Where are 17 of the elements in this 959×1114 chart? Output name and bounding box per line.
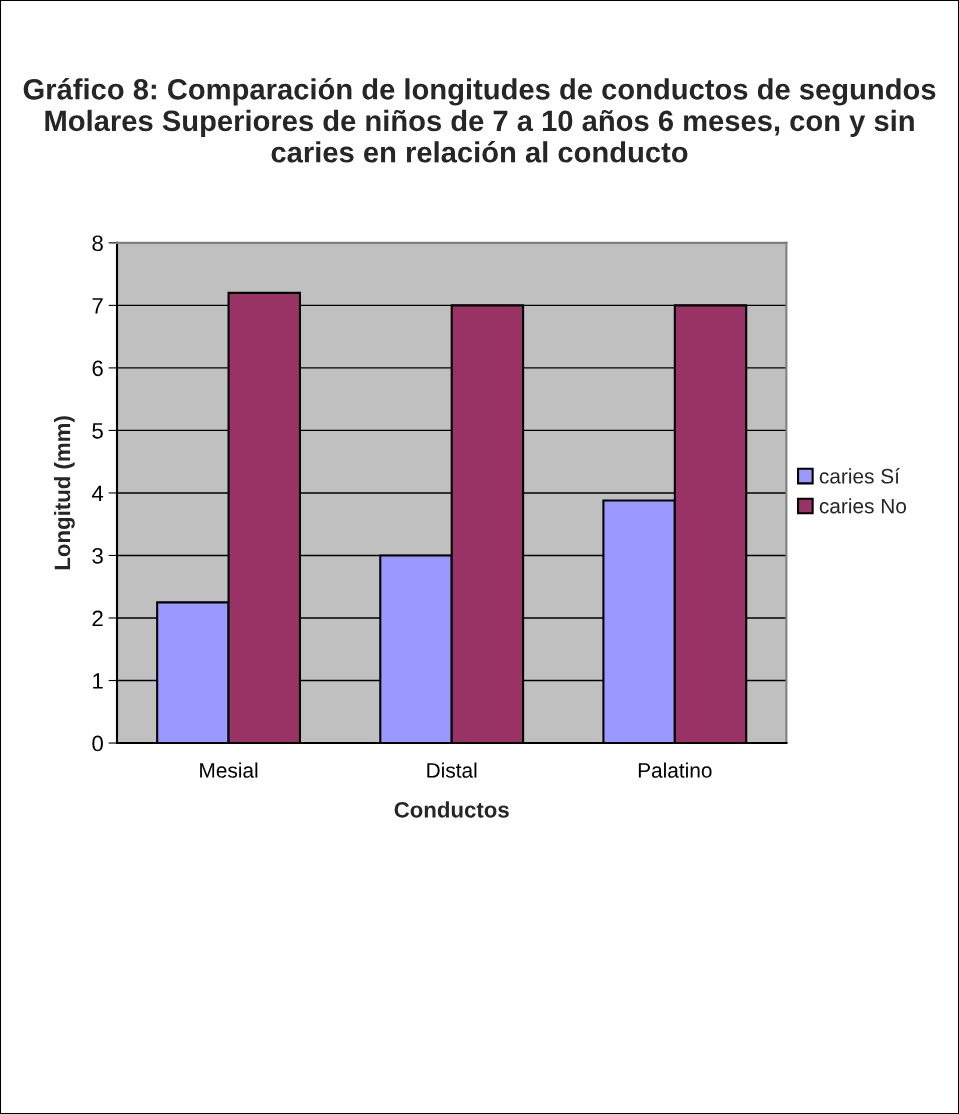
y-tick-label: 8 [92, 235, 103, 252]
y-tick-label: 2 [92, 610, 103, 627]
x-tick-label: Mesial [200, 762, 258, 778]
y-tick-label: 5 [92, 423, 103, 439]
y-tick-label: 0 [92, 735, 103, 752]
chart-title: Gráfico 8: Comparación de longitudes de conductos de segundos Molares Superiores de niños de 7 a 10 años 6 meses, con y sin caries en relación al conducto [23, 77, 936, 163]
y-tick-label: 1 [93, 673, 103, 689]
x-tick-label: Distal [427, 762, 477, 778]
y-axis-title: Longitud (mm) [53, 416, 75, 570]
y-tick-label: 7 [92, 298, 103, 314]
legend-label: caries Sí [819, 468, 900, 484]
legend-label: caries No [819, 498, 907, 514]
y-tick-label: 3 [92, 548, 103, 564]
x-tick-label: Palatino [638, 762, 712, 778]
y-tick-label: 4 [91, 485, 104, 501]
x-axis-title: Conductos [394, 801, 509, 818]
y-tick-label: 6 [92, 360, 103, 377]
